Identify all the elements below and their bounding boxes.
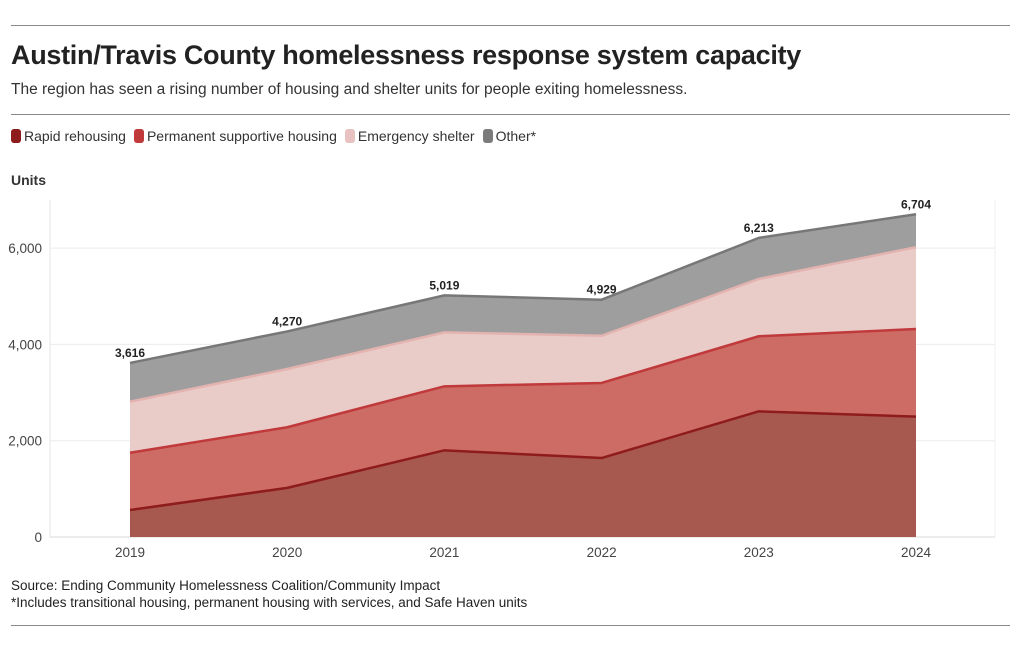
x-tick-label: 2023 bbox=[744, 545, 774, 560]
total-label: 6,704 bbox=[901, 197, 931, 211]
x-tick-label: 2019 bbox=[115, 545, 145, 560]
x-tick-label: 2024 bbox=[901, 545, 932, 560]
source-note: Source: Ending Community Homelessness Co… bbox=[11, 578, 441, 593]
legend-item-emergency-shelter: Emergency shelter bbox=[344, 128, 475, 144]
x-tick-label: 2022 bbox=[587, 545, 617, 560]
stacked-area-chart: 0 2,000 4,000 6,000 3,616 4,270 5,019 4,929 6,21… bbox=[8, 197, 996, 560]
total-label: 6,213 bbox=[744, 221, 774, 235]
area-emergency-shelter bbox=[130, 247, 916, 453]
legend-label-permanent-supportive-housing: Permanent supportive housing bbox=[146, 128, 337, 144]
y-tick-label: 2,000 bbox=[8, 434, 42, 449]
legend-swatch-other bbox=[482, 129, 493, 143]
legend-item-rapid-rehousing: Rapid rehousing bbox=[11, 128, 126, 144]
legend-label-emergency-shelter: Emergency shelter bbox=[357, 128, 475, 144]
y-axis-unit-label: Units bbox=[11, 172, 46, 188]
header-rule bbox=[11, 114, 1010, 115]
chart-title: Austin/Travis County homelessness respon… bbox=[11, 40, 801, 70]
legend-item-permanent-supportive-housing: Permanent supportive housing bbox=[133, 128, 337, 144]
total-label: 4,270 bbox=[272, 314, 302, 328]
area-permanent-supportive-housing bbox=[130, 329, 916, 511]
legend: Rapid rehousing Permanent supportive hou… bbox=[11, 128, 544, 144]
bottom-rule bbox=[11, 625, 1010, 626]
total-label: 3,616 bbox=[115, 346, 145, 360]
y-tick-label: 0 bbox=[34, 530, 42, 545]
line-rapid-rehousing bbox=[129, 410, 917, 512]
total-label: 4,929 bbox=[587, 283, 617, 297]
legend-swatch-rapid-rehousing bbox=[11, 129, 21, 143]
line-permanent-supportive-housing bbox=[129, 327, 917, 454]
x-tick-label: 2020 bbox=[272, 545, 302, 560]
total-label: 5,019 bbox=[429, 278, 459, 292]
top-rule bbox=[11, 25, 1010, 26]
line-other bbox=[129, 213, 917, 365]
legend-item-other: Other* bbox=[482, 128, 537, 144]
line-emergency-shelter bbox=[129, 245, 917, 403]
y-tick-label: 6,000 bbox=[8, 241, 42, 256]
area-rapid-rehousing bbox=[130, 411, 916, 537]
legend-swatch-permanent-supportive-housing bbox=[133, 129, 144, 143]
chart-subtitle: The region has seen a rising number of h… bbox=[11, 81, 688, 98]
y-tick-label: 4,000 bbox=[8, 337, 42, 352]
legend-label-rapid-rehousing: Rapid rehousing bbox=[24, 128, 126, 144]
legend-swatch-emergency-shelter bbox=[344, 129, 355, 143]
x-tick-label: 2021 bbox=[429, 545, 459, 560]
area-other bbox=[130, 214, 916, 402]
footnote: *Includes transitional housing, permanen… bbox=[11, 595, 528, 610]
legend-label-other: Other* bbox=[495, 128, 537, 144]
